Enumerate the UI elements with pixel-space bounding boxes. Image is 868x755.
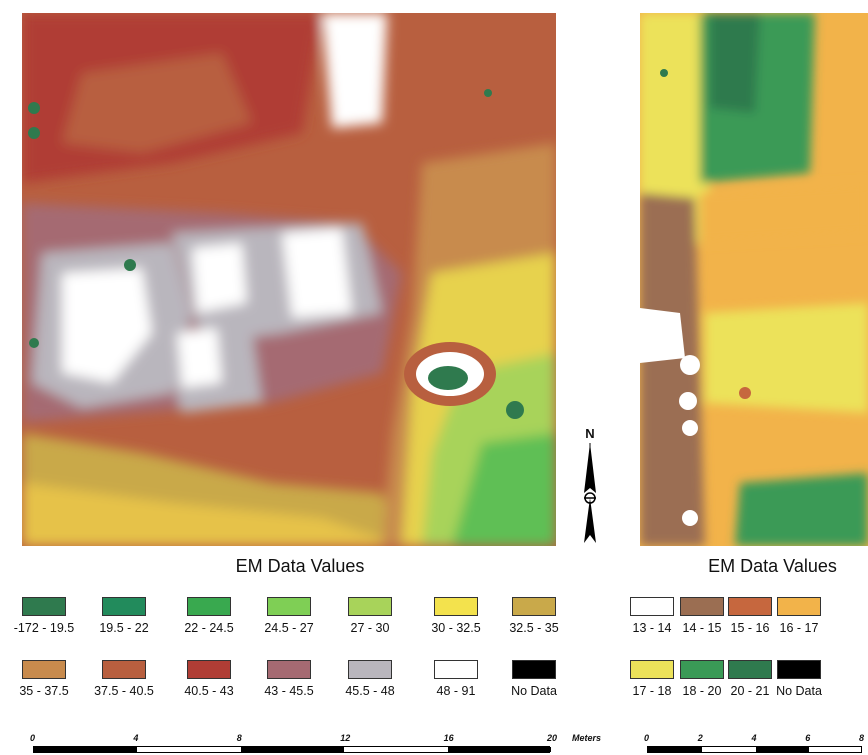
left-legend-label: 22 - 24.5	[184, 621, 234, 635]
right-scale-segment	[755, 747, 810, 752]
right-em-map	[640, 13, 868, 546]
right-legend-swatch	[728, 660, 772, 679]
right-legend-swatch	[728, 597, 772, 616]
left-scale-segment	[34, 747, 138, 752]
left-scale-segment	[447, 747, 551, 752]
right-legend-swatch	[680, 597, 724, 616]
left-legend-label: 40.5 - 43	[184, 684, 234, 698]
left-legend-swatch	[267, 660, 311, 679]
left-scale-bar-track	[33, 746, 551, 753]
left-legend-label: 24.5 - 27	[264, 621, 314, 635]
right-scale-segment	[648, 747, 702, 752]
left-em-map	[22, 13, 556, 546]
left-scale-unit: Meters	[572, 733, 602, 743]
north-arrow: N	[578, 426, 602, 546]
left-scale-tick-label: 8	[236, 733, 242, 743]
left-legend-label: 35 - 37.5	[19, 684, 69, 698]
left-legend-swatch	[348, 660, 392, 679]
left-legend-label: 32.5 - 35	[509, 621, 559, 635]
right-legend-swatch	[680, 660, 724, 679]
right-legend-label: 20 - 21	[730, 684, 770, 698]
right-scale-tick-label: 8	[859, 733, 865, 743]
left-legend-label: No Data	[511, 684, 557, 698]
right-legend-label: 15 - 16	[730, 621, 770, 635]
left-scale-tick-label: 12	[340, 733, 351, 743]
right-legend-swatch	[777, 597, 821, 616]
left-legend-swatch	[102, 660, 146, 679]
right-em-map-image	[640, 13, 868, 546]
right-legend-swatch	[777, 660, 821, 679]
left-legend-swatch	[267, 597, 311, 616]
left-scale-tick-label: 20	[547, 733, 558, 743]
left-legend-swatch	[187, 597, 231, 616]
left-legend-swatch	[434, 660, 478, 679]
right-legend-label: 16 - 17	[779, 621, 819, 635]
left-scale-tick-label: 0	[30, 733, 36, 743]
left-legend-label: 37.5 - 40.5	[94, 684, 154, 698]
left-legend-label: 30 - 32.5	[431, 621, 481, 635]
right-legend-title: EM Data Values	[708, 556, 837, 576]
right-scale-tick-label: 6	[805, 733, 811, 743]
right-legend-swatch	[630, 660, 674, 679]
right-scale-tick-label: 0	[644, 733, 650, 743]
left-legend-label: 27 - 30	[350, 621, 390, 635]
left-legend-label: 19.5 - 22	[99, 621, 149, 635]
right-scale-tick-label: 4	[751, 733, 757, 743]
left-scale-tick-label: 4	[133, 733, 139, 743]
right-legend-label: 18 - 20	[682, 684, 722, 698]
left-em-map-image	[22, 13, 556, 546]
left-legend-swatch	[187, 660, 231, 679]
right-scale-bar-track	[647, 746, 862, 753]
left-legend-swatch	[22, 660, 66, 679]
left-legend-label: -172 - 19.5	[13, 621, 75, 635]
right-legend-label: 14 - 15	[682, 621, 722, 635]
left-legend-label: 43 - 45.5	[264, 684, 314, 698]
right-legend-label: 13 - 14	[632, 621, 672, 635]
left-scale-segment	[240, 747, 345, 752]
left-legend-label: 45.5 - 48	[345, 684, 395, 698]
left-legend-swatch	[102, 597, 146, 616]
left-scale-tick-label: 16	[443, 733, 454, 743]
left-legend-swatch	[348, 597, 392, 616]
right-legend-label: No Data	[776, 684, 822, 698]
left-legend-label: 48 - 91	[436, 684, 476, 698]
right-legend-swatch	[630, 597, 674, 616]
left-legend-swatch	[22, 597, 66, 616]
right-legend-label: 17 - 18	[632, 684, 672, 698]
north-arrow-icon	[584, 443, 596, 543]
left-legend-title: EM Data Values	[235, 556, 365, 576]
right-scale-tick-label: 2	[697, 733, 703, 743]
left-legend-swatch	[512, 597, 556, 616]
north-label: N	[585, 426, 595, 441]
left-legend-swatch	[512, 660, 556, 679]
left-legend-swatch	[434, 597, 478, 616]
